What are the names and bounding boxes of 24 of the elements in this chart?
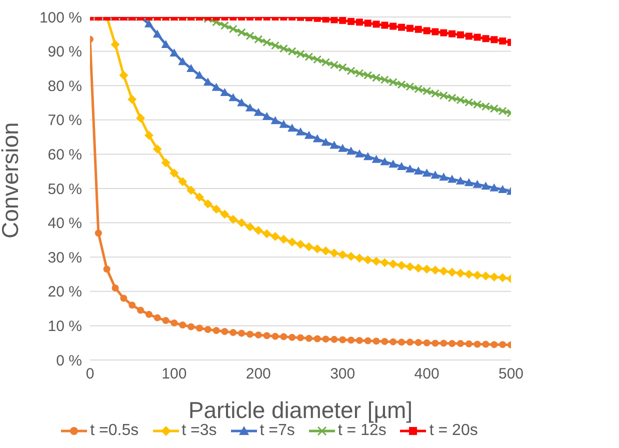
y-tick-label: 30 % xyxy=(48,249,82,266)
x-tick-label: 0 xyxy=(86,366,94,383)
y-tick-label: 60 % xyxy=(48,146,82,164)
x-tick-label: 500 xyxy=(498,366,524,383)
y-tick-label: 10 % xyxy=(48,318,82,336)
y-tick-label: 70 % xyxy=(48,112,82,130)
x-axis-title: Particle diameter [µm] xyxy=(188,397,413,423)
y-tick-label: 80 % xyxy=(48,78,82,95)
x-tick-label: 400 xyxy=(414,366,440,383)
y-tick-label: 20 % xyxy=(48,284,82,301)
legend-label: t =3s xyxy=(180,422,217,440)
y-tick-label: 40 % xyxy=(48,215,82,232)
legend-label: t =0.5s xyxy=(89,422,139,440)
y-tick-label: 0 % xyxy=(56,352,82,370)
x-tick-label: 300 xyxy=(330,366,356,383)
x-tick-label: 100 xyxy=(162,366,187,383)
y-tick-label: 100 % xyxy=(39,9,82,26)
legend-label: t = 12s xyxy=(336,422,386,440)
x-tick-label: 200 xyxy=(246,366,271,383)
y-axis-title: Conversion xyxy=(0,122,24,238)
y-tick-label: 90 % xyxy=(48,44,82,61)
legend-label: t = 20s xyxy=(428,422,478,440)
y-tick-label: 50 % xyxy=(48,180,82,198)
legend-label: t =7s xyxy=(258,422,295,440)
